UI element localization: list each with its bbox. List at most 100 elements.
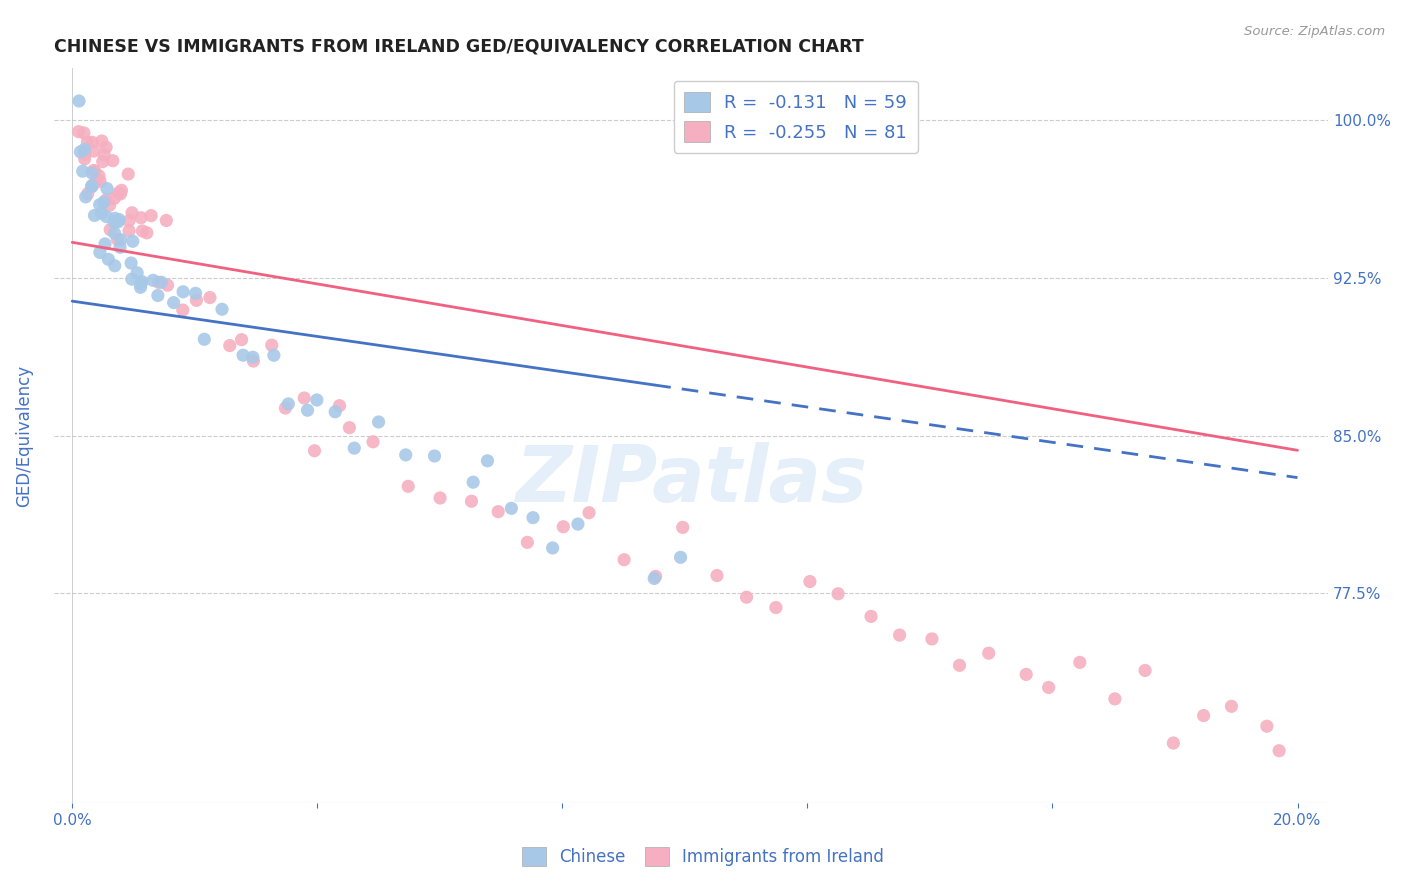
- Point: [361, 434, 384, 449]
- Point: [96, 210, 118, 224]
- Point: [567, 517, 589, 532]
- Point: [339, 420, 361, 434]
- Point: [118, 224, 141, 238]
- Point: [644, 569, 666, 583]
- Point: [1069, 656, 1091, 670]
- Point: [396, 479, 419, 493]
- Point: [131, 275, 153, 289]
- Point: [87, 169, 110, 183]
- Point: [948, 658, 970, 673]
- Point: [93, 195, 115, 210]
- Point: [522, 510, 544, 524]
- Point: [1192, 708, 1215, 723]
- Point: [1015, 667, 1038, 681]
- Point: [67, 125, 90, 139]
- Point: [150, 275, 173, 289]
- Point: [172, 285, 194, 299]
- Point: [146, 288, 169, 302]
- Point: [1133, 664, 1156, 678]
- Point: [553, 519, 575, 533]
- Point: [367, 415, 389, 429]
- Point: [516, 535, 538, 549]
- Point: [735, 591, 758, 605]
- Point: [98, 222, 121, 236]
- Point: [163, 295, 186, 310]
- Point: [501, 501, 523, 516]
- Point: [672, 520, 695, 534]
- Point: [93, 147, 115, 161]
- Point: [460, 494, 482, 508]
- Point: [83, 163, 105, 178]
- Point: [80, 166, 103, 180]
- Point: [94, 140, 117, 154]
- Point: [477, 454, 499, 468]
- Point: [186, 293, 208, 308]
- Point: [260, 338, 283, 352]
- Point: [297, 403, 319, 417]
- Point: [242, 350, 264, 364]
- Point: [76, 186, 98, 201]
- Point: [242, 354, 264, 368]
- Point: [155, 213, 177, 227]
- Point: [83, 209, 105, 223]
- Point: [129, 280, 152, 294]
- Point: [304, 443, 326, 458]
- Point: [231, 333, 253, 347]
- Text: ZIPatlas: ZIPatlas: [515, 442, 868, 517]
- Point: [277, 397, 299, 411]
- Point: [121, 206, 143, 220]
- Point: [889, 628, 911, 642]
- Point: [83, 164, 105, 178]
- Point: [80, 180, 103, 194]
- Point: [96, 181, 118, 195]
- Point: [69, 145, 91, 159]
- Point: [73, 126, 96, 140]
- Point: [104, 259, 127, 273]
- Point: [305, 392, 328, 407]
- Point: [921, 632, 943, 646]
- Point: [118, 213, 141, 227]
- Point: [578, 506, 600, 520]
- Point: [73, 142, 96, 156]
- Point: [97, 252, 120, 267]
- Point: [104, 227, 127, 241]
- Legend: Chinese, Immigrants from Ireland: Chinese, Immigrants from Ireland: [516, 840, 890, 873]
- Point: [274, 401, 297, 415]
- Point: [107, 186, 129, 200]
- Point: [129, 211, 152, 225]
- Point: [108, 240, 131, 254]
- Point: [541, 541, 564, 555]
- Point: [94, 193, 117, 207]
- Point: [423, 449, 446, 463]
- Point: [129, 277, 152, 291]
- Point: [104, 211, 127, 226]
- Point: [1163, 736, 1185, 750]
- Point: [172, 303, 194, 318]
- Point: [292, 391, 315, 405]
- Point: [101, 153, 124, 168]
- Point: [669, 550, 692, 565]
- Point: [706, 568, 728, 582]
- Point: [1038, 681, 1060, 695]
- Point: [1256, 719, 1278, 733]
- Point: [110, 233, 132, 247]
- Point: [83, 144, 105, 158]
- Point: [89, 174, 111, 188]
- Point: [263, 348, 285, 362]
- Point: [232, 348, 254, 362]
- Point: [91, 154, 114, 169]
- Point: [107, 233, 129, 247]
- Point: [799, 574, 821, 589]
- Point: [103, 191, 125, 205]
- Point: [463, 475, 485, 490]
- Point: [211, 302, 233, 317]
- Point: [395, 448, 418, 462]
- Point: [90, 206, 112, 220]
- Point: [67, 94, 90, 108]
- Point: [121, 235, 143, 249]
- Point: [84, 173, 107, 187]
- Point: [120, 256, 142, 270]
- Text: Source: ZipAtlas.com: Source: ZipAtlas.com: [1244, 25, 1385, 38]
- Point: [103, 215, 125, 229]
- Point: [82, 135, 104, 149]
